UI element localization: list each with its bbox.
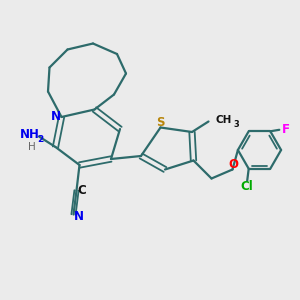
Text: H: H — [28, 142, 35, 152]
Text: C: C — [77, 184, 86, 197]
Text: Cl: Cl — [241, 180, 253, 193]
Text: N: N — [51, 110, 61, 124]
Text: 3: 3 — [233, 120, 239, 129]
Text: O: O — [228, 158, 239, 171]
Text: 2: 2 — [37, 135, 43, 144]
Text: CH: CH — [216, 115, 232, 125]
Text: S: S — [156, 116, 164, 129]
Text: N: N — [74, 209, 84, 223]
Text: F: F — [282, 123, 290, 136]
Text: NH: NH — [20, 128, 40, 141]
